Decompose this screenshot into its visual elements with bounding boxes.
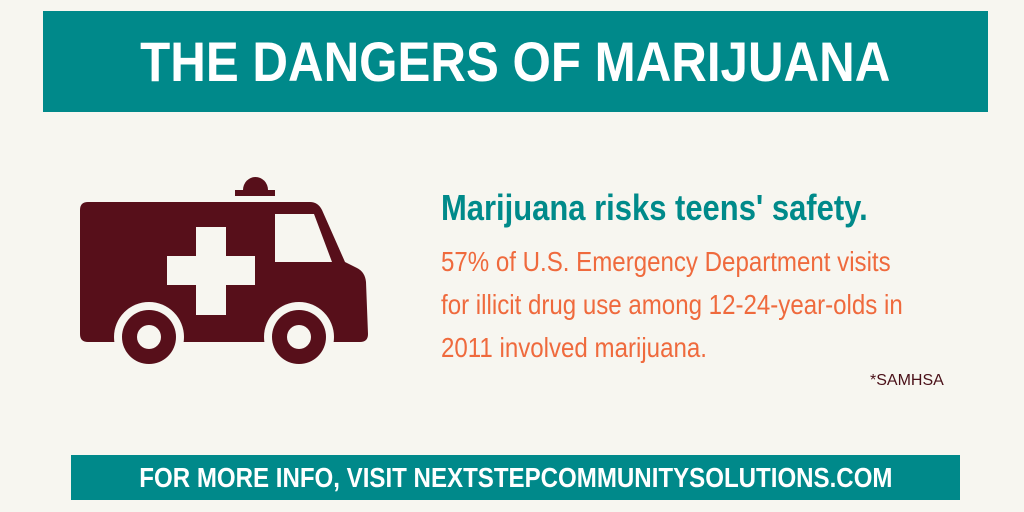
statistic-text: 57% of U.S. Emergency Department visits … — [441, 246, 903, 363]
footer-banner: FOR MORE INFO, VISIT NEXTSTEPCOMMUNITYSO… — [71, 455, 960, 500]
source-citation: *SAMHSA — [870, 372, 944, 389]
headline: Marijuana risks teens' safety. — [441, 187, 868, 228]
footer-link-text: FOR MORE INFO, VISIT NEXTSTEPCOMMUNITYSO… — [138, 461, 893, 493]
page-title: THE DANGERS OF MARIJUANA — [140, 30, 891, 93]
title-banner: THE DANGERS OF MARIJUANA — [43, 11, 988, 112]
